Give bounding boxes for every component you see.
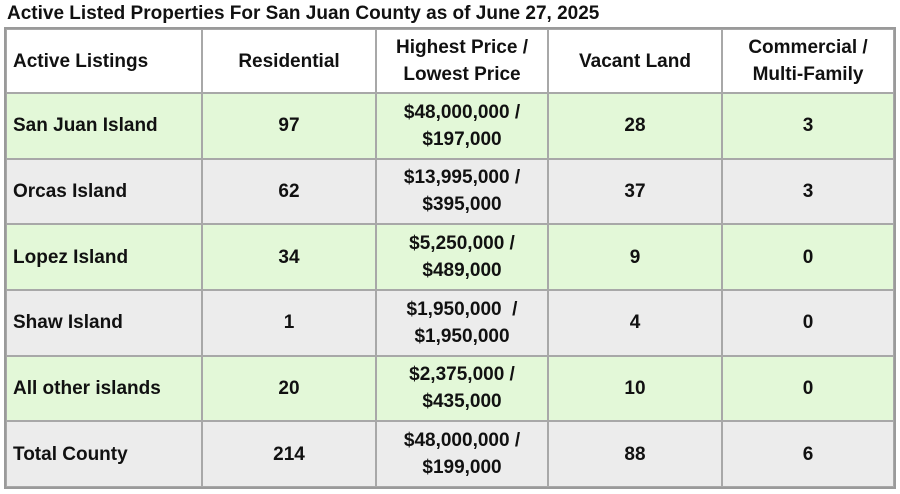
- area-cell: Orcas Island: [6, 158, 202, 225]
- residential-cell: 34: [202, 224, 376, 290]
- lowest-price: $1,950,000: [414, 325, 510, 347]
- header-price: Highest Price / Lowest Price: [376, 29, 548, 93]
- price-cell: $2,375,000 / $435,000: [376, 355, 548, 422]
- area-cell: Lopez Island: [6, 224, 202, 290]
- header-active-listings: Active Listings: [6, 29, 202, 93]
- header-commercial-line1: Commercial /: [748, 37, 868, 58]
- listings-table: Active Listings Residential Highest Pric…: [4, 27, 896, 489]
- table-row: Shaw Island 1 $1,950,000 / $1,950,000 4 …: [6, 289, 894, 356]
- lowest-price: $489,000: [422, 260, 502, 282]
- commercial-cell: 0: [722, 224, 894, 290]
- area-cell: Total County: [6, 421, 202, 487]
- header-price-line1: Highest Price /: [396, 37, 528, 58]
- table-row: Orcas Island 62 $13,995,000 / $395,000 3…: [6, 158, 894, 225]
- table-row: All other islands 20 $2,375,000 / $435,0…: [6, 355, 894, 422]
- highest-price: $48,000,000 /: [403, 430, 521, 452]
- vacant-cell: 10: [548, 355, 722, 422]
- header-vacant-land: Vacant Land: [548, 29, 722, 93]
- vacant-cell: 4: [548, 289, 722, 356]
- vacant-cell: 9: [548, 224, 722, 290]
- highest-price: $13,995,000 /: [403, 167, 521, 189]
- table-row-total: Total County 214 $48,000,000 / $199,000 …: [6, 421, 894, 487]
- header-residential: Residential: [202, 29, 376, 93]
- highest-price: $5,250,000 /: [409, 233, 515, 255]
- vacant-cell: 88: [548, 421, 722, 487]
- header-commercial-line2: Multi-Family: [752, 64, 864, 85]
- area-cell: All other islands: [6, 355, 202, 422]
- area-cell: Shaw Island: [6, 289, 202, 356]
- table-row: Lopez Island 34 $5,250,000 / $489,000 9 …: [6, 224, 894, 290]
- commercial-cell: 0: [722, 289, 894, 356]
- highest-price: $1,950,000 /: [406, 298, 518, 320]
- table-row: San Juan Island 97 $48,000,000 / $197,00…: [6, 93, 894, 159]
- vacant-cell: 28: [548, 93, 722, 159]
- header-commercial: Commercial / Multi-Family: [722, 29, 894, 93]
- lowest-price: $435,000: [422, 391, 502, 413]
- commercial-cell: 0: [722, 355, 894, 422]
- residential-cell: 214: [202, 421, 376, 487]
- lowest-price: $197,000: [422, 128, 502, 150]
- table-header-row: Active Listings Residential Highest Pric…: [6, 29, 894, 93]
- commercial-cell: 3: [722, 158, 894, 225]
- price-cell: $13,995,000 / $395,000: [376, 158, 548, 225]
- header-price-line2: Lowest Price: [403, 64, 521, 85]
- lowest-price: $395,000: [422, 194, 502, 216]
- page-title: Active Listed Properties For San Juan Co…: [7, 3, 600, 24]
- residential-cell: 20: [202, 355, 376, 422]
- residential-cell: 97: [202, 93, 376, 159]
- vacant-cell: 37: [548, 158, 722, 225]
- commercial-cell: 6: [722, 421, 894, 487]
- residential-cell: 1: [202, 289, 376, 356]
- area-cell: San Juan Island: [6, 93, 202, 159]
- price-cell: $48,000,000 / $199,000: [376, 421, 548, 487]
- commercial-cell: 3: [722, 93, 894, 159]
- price-cell: $48,000,000 / $197,000: [376, 93, 548, 159]
- residential-cell: 62: [202, 158, 376, 225]
- lowest-price: $199,000: [422, 457, 502, 479]
- highest-price: $2,375,000 /: [409, 364, 515, 386]
- price-cell: $5,250,000 / $489,000: [376, 224, 548, 290]
- highest-price: $48,000,000 /: [403, 101, 521, 123]
- price-cell: $1,950,000 / $1,950,000: [376, 289, 548, 356]
